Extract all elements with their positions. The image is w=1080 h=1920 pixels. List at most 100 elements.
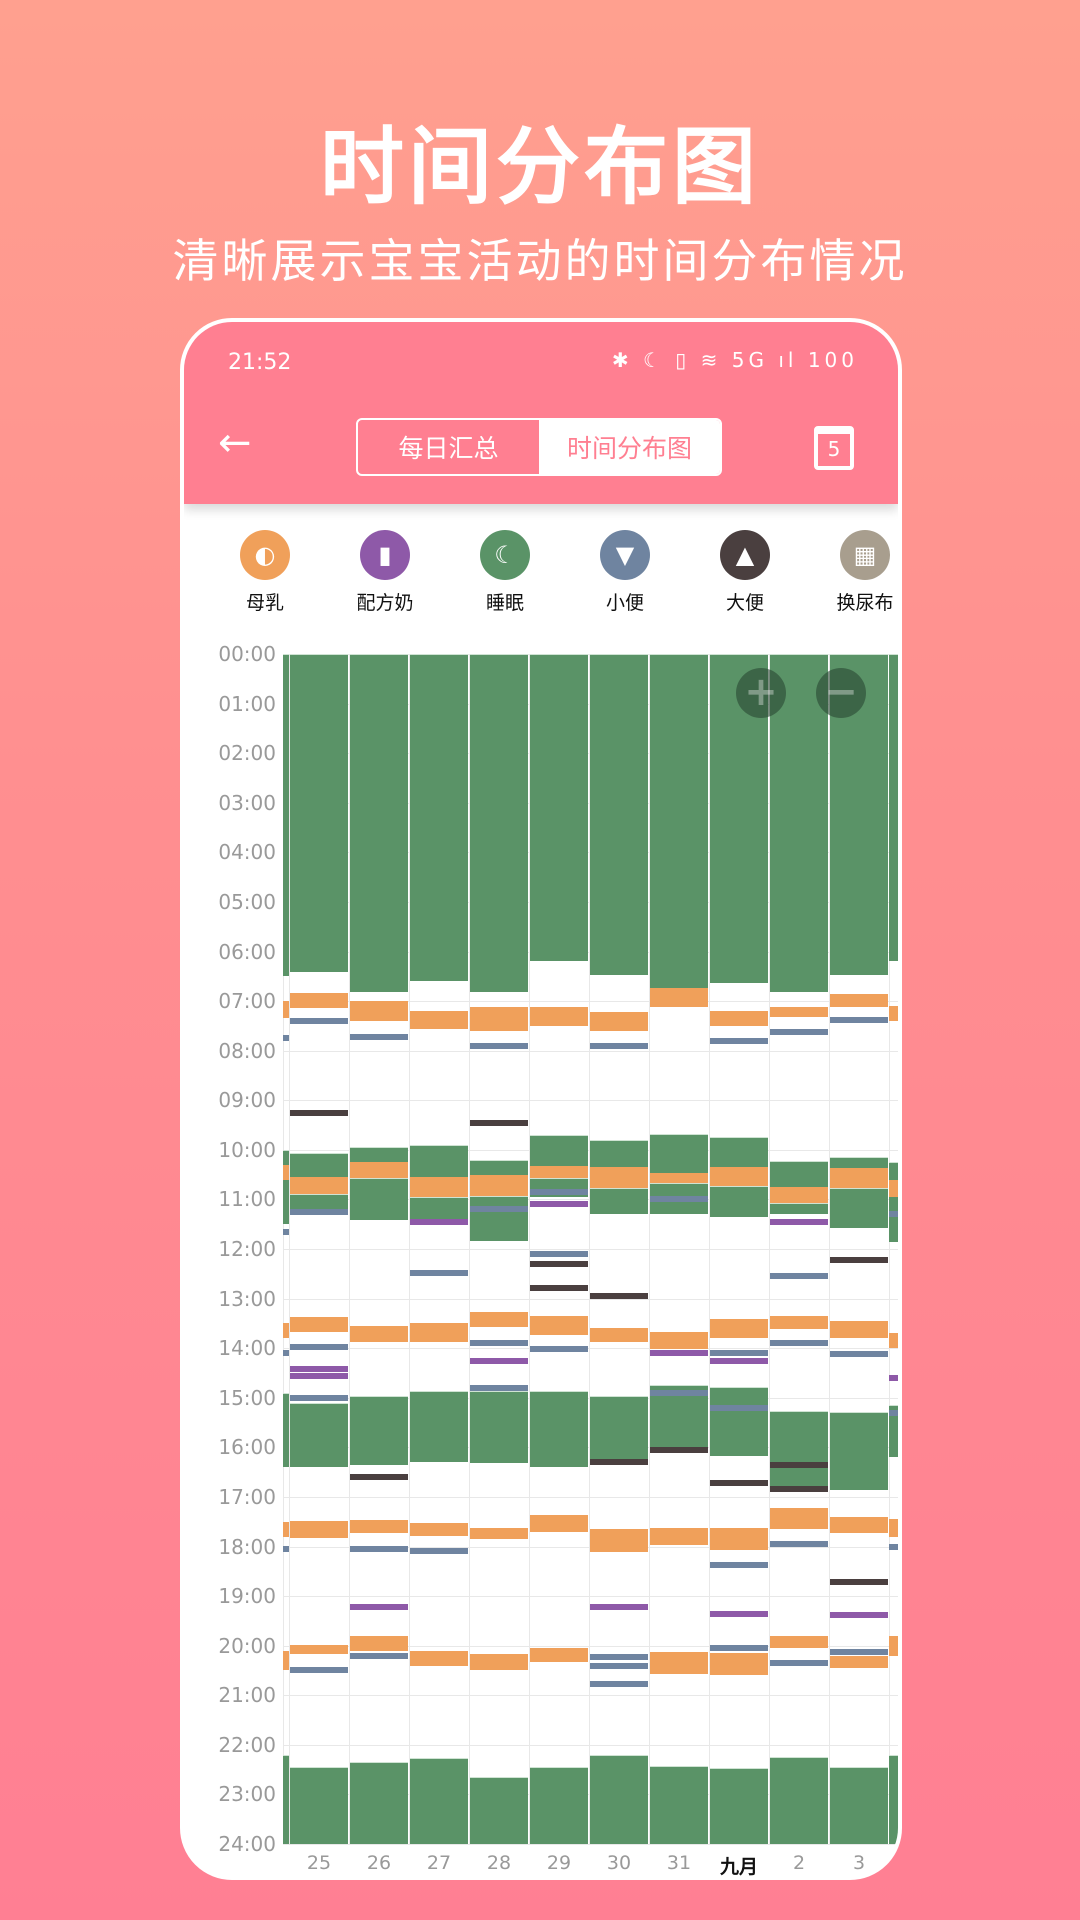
- event-sleep[interactable]: [889, 1754, 898, 1844]
- event-sleep[interactable]: [410, 1144, 468, 1177]
- event-formula[interactable]: [830, 1611, 888, 1618]
- event-breast[interactable]: [290, 993, 348, 1009]
- event-urine[interactable]: [710, 1561, 768, 1568]
- event-breast[interactable]: [830, 1655, 888, 1668]
- tab-daily-summary[interactable]: 每日汇总: [398, 434, 499, 463]
- event-breast[interactable]: [290, 1644, 348, 1655]
- event-sleep[interactable]: [470, 1196, 528, 1241]
- event-urine[interactable]: [650, 1390, 708, 1397]
- event-sleep[interactable]: [590, 1754, 648, 1844]
- event-sleep[interactable]: [530, 1390, 588, 1468]
- event-sleep[interactable]: [770, 654, 828, 992]
- event-breast[interactable]: [590, 1529, 648, 1553]
- event-urine[interactable]: [290, 1666, 348, 1673]
- event-sleep[interactable]: [770, 1757, 828, 1844]
- event-urine[interactable]: [290, 1018, 348, 1025]
- event-breast[interactable]: [889, 1179, 898, 1197]
- event-urine[interactable]: [590, 1653, 648, 1660]
- event-breast[interactable]: [350, 1635, 408, 1651]
- event-breast[interactable]: [350, 1000, 408, 1022]
- event-urine[interactable]: [470, 1384, 528, 1391]
- event-breast[interactable]: [283, 1521, 289, 1537]
- event-urine[interactable]: [290, 1344, 348, 1351]
- event-urine[interactable]: [290, 1208, 348, 1215]
- event-sleep[interactable]: [590, 1139, 648, 1168]
- event-sleep[interactable]: [290, 1766, 348, 1844]
- event-urine[interactable]: [830, 1016, 888, 1023]
- event-formula[interactable]: [530, 1200, 588, 1207]
- event-urine[interactable]: [710, 1037, 768, 1044]
- event-sleep[interactable]: [710, 1387, 768, 1456]
- event-poop[interactable]: [530, 1285, 588, 1292]
- event-breast[interactable]: [830, 1517, 888, 1534]
- event-sleep[interactable]: [350, 1395, 408, 1465]
- event-sleep[interactable]: [283, 654, 289, 977]
- zoom-out-button[interactable]: −: [816, 668, 866, 718]
- event-sleep[interactable]: [830, 1411, 888, 1490]
- event-sleep[interactable]: [889, 1405, 898, 1458]
- event-urine[interactable]: [770, 1272, 828, 1279]
- event-sleep[interactable]: [650, 1765, 708, 1844]
- event-poop[interactable]: [830, 1256, 888, 1263]
- event-breast[interactable]: [290, 1520, 348, 1539]
- event-formula[interactable]: [350, 1604, 408, 1611]
- event-poop[interactable]: [770, 1461, 828, 1468]
- event-breast[interactable]: [410, 1176, 468, 1198]
- event-sleep[interactable]: [830, 1157, 888, 1169]
- event-breast[interactable]: [470, 1654, 528, 1670]
- event-breast[interactable]: [650, 1332, 708, 1350]
- event-urine[interactable]: [590, 1680, 648, 1687]
- event-breast[interactable]: [470, 1174, 528, 1197]
- event-breast[interactable]: [889, 1333, 898, 1349]
- event-sleep[interactable]: [290, 1194, 348, 1211]
- event-urine[interactable]: [283, 1350, 289, 1357]
- event-sleep[interactable]: [710, 1185, 768, 1217]
- event-breast[interactable]: [710, 1011, 768, 1026]
- event-urine[interactable]: [650, 1196, 708, 1203]
- event-urine[interactable]: [410, 1270, 468, 1277]
- event-formula[interactable]: [290, 1373, 348, 1380]
- event-formula[interactable]: [470, 1357, 528, 1364]
- event-breast[interactable]: [410, 1323, 468, 1343]
- legend-item-urine[interactable]: ▼ 小便: [575, 530, 675, 615]
- event-sleep[interactable]: [290, 1402, 348, 1468]
- event-breast[interactable]: [770, 1186, 828, 1204]
- event-breast[interactable]: [530, 1316, 588, 1335]
- event-sleep[interactable]: [410, 1197, 468, 1220]
- event-sleep[interactable]: [470, 1159, 528, 1175]
- event-sleep[interactable]: [770, 1410, 828, 1490]
- event-sleep[interactable]: [350, 654, 408, 992]
- event-poop[interactable]: [350, 1474, 408, 1481]
- event-breast[interactable]: [590, 1167, 648, 1188]
- event-urine[interactable]: [350, 1545, 408, 1552]
- event-urine[interactable]: [410, 1548, 468, 1555]
- event-breast[interactable]: [290, 1317, 348, 1333]
- event-breast[interactable]: [410, 1650, 468, 1667]
- event-breast[interactable]: [770, 1006, 828, 1018]
- event-poop[interactable]: [710, 1480, 768, 1487]
- event-urine[interactable]: [283, 1035, 289, 1042]
- event-breast[interactable]: [889, 1006, 898, 1021]
- event-urine[interactable]: [710, 1350, 768, 1357]
- event-sleep[interactable]: [290, 1153, 348, 1177]
- event-formula[interactable]: [710, 1610, 768, 1617]
- event-breast[interactable]: [770, 1508, 828, 1530]
- legend-item-breast[interactable]: ◐ 母乳: [215, 530, 315, 615]
- legend-item-sleep[interactable]: ☾ 睡眠: [455, 530, 555, 615]
- event-sleep[interactable]: [470, 1390, 528, 1464]
- event-urine[interactable]: [283, 1228, 289, 1235]
- event-urine[interactable]: [350, 1034, 408, 1041]
- event-breast[interactable]: [283, 1001, 289, 1019]
- calendar-icon[interactable]: 5: [814, 426, 854, 470]
- event-breast[interactable]: [410, 1523, 468, 1536]
- event-urine[interactable]: [710, 1404, 768, 1411]
- event-breast[interactable]: [830, 994, 888, 1007]
- event-breast[interactable]: [770, 1635, 828, 1649]
- event-sleep[interactable]: [590, 1395, 648, 1460]
- event-sleep[interactable]: [410, 1390, 468, 1463]
- event-urine[interactable]: [470, 1340, 528, 1347]
- event-poop[interactable]: [290, 1110, 348, 1117]
- event-sleep[interactable]: [770, 1160, 828, 1187]
- event-urine[interactable]: [590, 1662, 648, 1669]
- tab-time-distribution[interactable]: 时间分布图: [539, 420, 720, 474]
